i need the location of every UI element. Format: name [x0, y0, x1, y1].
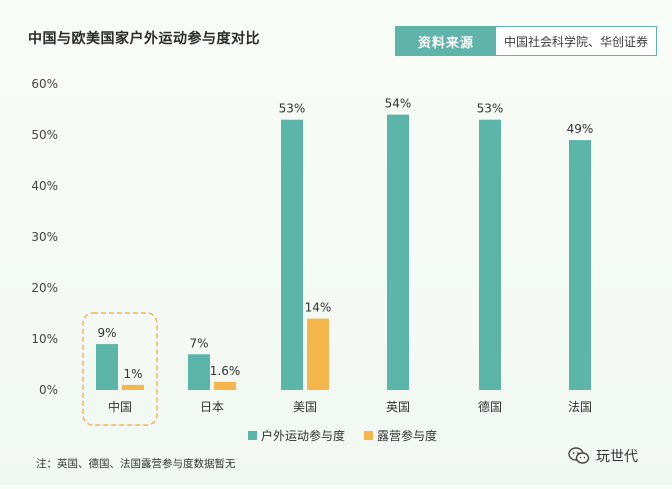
source-text: 中国社会科学院、华创证券 — [503, 34, 648, 49]
bar-outdoor — [479, 119, 501, 390]
x-tick-label: 日本 — [200, 400, 224, 414]
data-label: 49% — [567, 122, 594, 136]
bar-camping — [122, 384, 144, 390]
x-tick-label: 德国 — [478, 399, 502, 414]
y-tick-label: 20% — [31, 281, 58, 295]
x-tick-label: 美国 — [293, 400, 317, 414]
y-tick-label: 50% — [31, 128, 58, 142]
data-label: 9% — [97, 326, 116, 340]
wechat-icon — [568, 447, 590, 465]
bar-outdoor — [281, 119, 303, 390]
data-label: 1.6% — [210, 364, 241, 378]
legend-swatch — [364, 431, 373, 440]
watermark: 玩世代 — [568, 446, 638, 466]
bar-outdoor — [387, 114, 409, 390]
data-label: 14% — [305, 301, 332, 315]
watermark-text: 玩世代 — [596, 449, 638, 465]
x-tick-label: 中国 — [108, 399, 132, 414]
data-label: 1% — [123, 367, 142, 381]
data-label: 53% — [477, 102, 504, 116]
y-tick-label: 0% — [39, 383, 58, 397]
bar-camping — [214, 381, 236, 390]
data-label: 7% — [189, 336, 208, 350]
data-label: 54% — [385, 97, 412, 111]
bar-outdoor — [96, 344, 118, 390]
y-tick-label: 10% — [31, 332, 58, 346]
bar-camping — [307, 318, 329, 390]
y-tick-label: 40% — [31, 179, 58, 193]
bar-outdoor — [188, 354, 210, 390]
data-label: 53% — [279, 102, 306, 116]
source-box: 资料来源 中国社会科学院、华创证券 — [395, 26, 657, 56]
x-tick-label: 英国 — [386, 400, 410, 414]
bar-outdoor — [569, 140, 591, 390]
y-tick-label: 30% — [31, 230, 58, 244]
y-tick-label: 60% — [31, 77, 58, 91]
x-tick-label: 法国 — [568, 400, 592, 414]
source-label: 资料来源 — [396, 27, 496, 55]
legend-label: 露营参与度 — [377, 428, 437, 443]
legend-label: 户外运动参与度 — [261, 428, 345, 443]
chart-title: 中国与欧美国家户外运动参与度对比 — [28, 31, 260, 47]
footnote: 注：英国、德国、法国露营参与度数据暂无 — [36, 458, 236, 470]
legend-swatch — [248, 431, 257, 440]
header: 中国与欧美国家户外运动参与度对比 资料来源 中国社会科学院、华创证券 — [0, 0, 672, 62]
highlight-box — [82, 312, 158, 426]
